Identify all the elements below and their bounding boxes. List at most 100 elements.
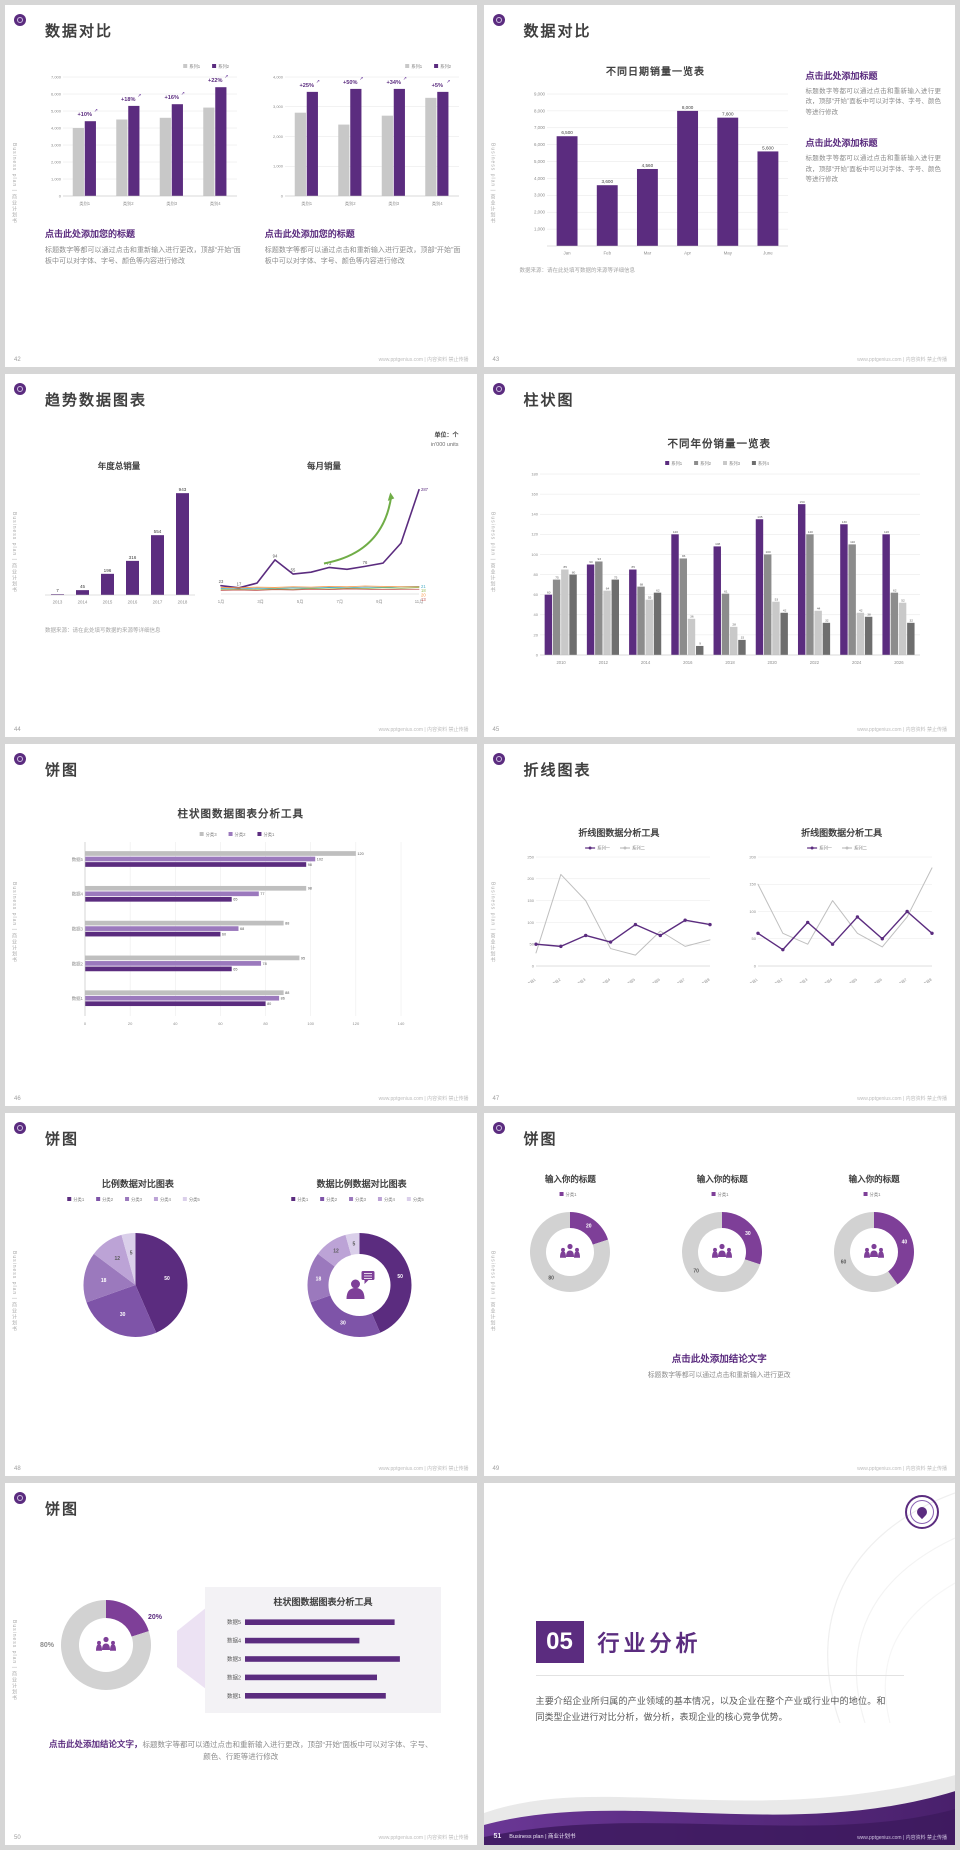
svg-text:100: 100 — [307, 1021, 314, 1026]
svg-text:150: 150 — [799, 500, 804, 504]
chart-block: 折线图数据分析工具 系列一 系列二 200 150 100 50 0 项目1 项目2 项目3 项目4… — [738, 826, 945, 983]
svg-text:+16%: +16% — [165, 95, 179, 101]
caption-block: 点击此处添加您的标题 标题数字等都可以通过点击和重新输入进行更改，顶部“开始”面… — [265, 227, 461, 267]
donut-chart: 20% 80% — [31, 1583, 181, 1703]
svg-text:项目1: 项目1 — [525, 977, 536, 983]
svg-text:80: 80 — [571, 571, 575, 575]
svg-text:2018: 2018 — [178, 600, 188, 605]
slide-45-column-chart[interactable]: Business plan | 商业计划书 柱状图 不同年份销量一览表 系列1 系… — [483, 374, 955, 737]
svg-text:52: 52 — [901, 599, 905, 603]
svg-text:80%: 80% — [40, 1642, 55, 1649]
svg-text:分类3: 分类3 — [355, 1196, 367, 1203]
svg-text:类别2: 类别2 — [123, 200, 134, 207]
svg-text:75: 75 — [613, 576, 617, 580]
svg-text:70: 70 — [694, 1269, 700, 1275]
grouped-bar-chart: 系列1 系列2 系列3 系列4 180 160 140 120 100 80 60 40 20 0 2010… — [514, 456, 924, 668]
slide-title: 趋势数据图表 — [45, 392, 148, 410]
svg-text:8,000: 8,000 — [681, 105, 693, 110]
caption-body: 标题数字等都可以通过点击和重新输入进行更改，顶部“开始”面板中可以对字体、字号、… — [264, 247, 461, 266]
svg-text:13: 13 — [421, 597, 426, 602]
svg-text:45: 45 — [80, 585, 86, 590]
svg-text:分类2: 分类2 — [326, 1196, 338, 1203]
donut-chart: 分类1 分类2 分类3 分类4 分类5 50 30 18 12 5 — [257, 1192, 462, 1364]
svg-text:数据4: 数据4 — [72, 890, 84, 897]
svg-text:0: 0 — [535, 653, 538, 658]
svg-text:62: 62 — [893, 589, 897, 593]
svg-text:数据2: 数据2 — [72, 960, 84, 967]
svg-text:分类1: 分类1 — [263, 831, 275, 838]
svg-text:5,600: 5,600 — [762, 145, 774, 150]
svg-text:项目6: 项目6 — [873, 977, 884, 983]
svg-text:88: 88 — [285, 991, 289, 995]
site-footer: www.pptgenius.com | 内容资料 禁止传播 — [378, 1096, 469, 1103]
svg-text:11月: 11月 — [415, 599, 424, 605]
site-footer: www.pptgenius.com | 内容资料 禁止传播 — [857, 1834, 947, 1841]
svg-text:2015: 2015 — [103, 600, 113, 605]
svg-text:9,000: 9,000 — [534, 91, 546, 96]
svg-text:100: 100 — [531, 552, 538, 557]
side-watermark: Business plan | 商业计划书 — [11, 1620, 17, 1702]
svg-text:135: 135 — [757, 515, 762, 519]
svg-text:Apr: Apr — [684, 251, 691, 256]
chart-title: 年度总销量 — [97, 461, 141, 472]
slide-47-line-charts[interactable]: Business plan | 商业计划书 折线图表 折线图数据分析工具 系列一… — [483, 743, 955, 1107]
svg-text:68: 68 — [240, 927, 244, 931]
caption-block: 点击此处添加标题 标题数字等都可以通过点击和重新输入进行更改，顶部“开始”面板中… — [806, 69, 942, 118]
svg-text:7,000: 7,000 — [534, 125, 546, 130]
svg-text:18: 18 — [101, 1278, 107, 1284]
svg-text:类别2: 类别2 — [345, 200, 356, 207]
slide-44-trend-charts[interactable]: Business plan | 商业计划书 趋势数据图表 单位：个 in'000… — [5, 374, 477, 737]
chart-title: 输入你的标题 — [848, 1174, 900, 1185]
horizontal-bar-chart: 分类3 分类2 分类1 0 20 40 60 80 100 120 140 数据5 120 102 98 数据… — [59, 828, 419, 1028]
svg-text:分类3: 分类3 — [131, 1196, 143, 1203]
bar-chart: 9,000 8,000 7,000 6,000 5,000 4,000 3,000 2,000… — [520, 82, 792, 258]
slide-title: 数据对比 — [523, 23, 592, 40]
svg-text:5,000: 5,000 — [534, 159, 546, 164]
svg-text:4,000: 4,000 — [534, 176, 546, 181]
slide-43-data-comparison[interactable]: Business plan | 商业计划书 数据对比 不同日期销量一览表 9,0… — [483, 5, 955, 368]
slide-49-donut-charts[interactable]: Business plan | 商业计划书 饼图 输入你的标题 分类1 20 80 … — [483, 1113, 955, 1476]
svg-text:250: 250 — [527, 854, 534, 859]
svg-text:分类1: 分类1 — [870, 1191, 882, 1198]
slide-50-donut-summary[interactable]: Business plan | 商业计划书 饼图 20% 80% 柱状图数据图表分… — [5, 1482, 477, 1845]
slide-title: 饼图 — [45, 761, 80, 779]
section-header: 05 行业分析 — [535, 1620, 904, 1676]
svg-text:7,600: 7,600 — [722, 112, 734, 117]
svg-text:50: 50 — [752, 936, 757, 941]
svg-text:98: 98 — [308, 886, 312, 890]
svg-text:21: 21 — [421, 584, 426, 589]
slide-46-hbar-chart[interactable]: Business plan | 商业计划书 饼图 柱状图数据图表分析工具 分类3… — [5, 743, 477, 1107]
svg-text:类别3: 类别3 — [388, 200, 399, 207]
svg-text:类别3: 类别3 — [166, 200, 177, 207]
svg-text:20%: 20% — [148, 1614, 163, 1621]
svg-text:项目2: 项目2 — [773, 977, 784, 983]
conclusion-block: 点击此处添加结论文字，标题数字等都可以通过点击和重新输入进行更改，顶部“开始”面… — [49, 1737, 433, 1764]
svg-text:系列3: 系列3 — [729, 460, 741, 467]
svg-text:62: 62 — [656, 589, 660, 593]
svg-text:120: 120 — [807, 530, 812, 534]
svg-text:140: 140 — [398, 1021, 405, 1026]
svg-text:40: 40 — [173, 1021, 178, 1026]
slide-48-pie-charts[interactable]: Business plan | 商业计划书 饼图 比例数据对比图表 分类1 分类2… — [5, 1113, 477, 1476]
svg-text:+25%: +25% — [300, 83, 314, 89]
svg-text:+5%: +5% — [432, 83, 443, 89]
slide-42-data-comparison[interactable]: Business plan | 商业计划书 数据对比 系列1 系列2 7,000 6,… — [5, 5, 477, 368]
svg-text:系列2: 系列2 — [700, 460, 712, 467]
site-footer: www.pptgenius.com | 内容资料 禁止传播 — [857, 1096, 947, 1103]
svg-text:554: 554 — [154, 530, 162, 535]
svg-text:类别1: 类别1 — [301, 200, 312, 207]
conclusion-body: 标题数字等都可以通过点击和重新输入进行更改，顶部“开始”面板中可以对字体、字号、… — [142, 1739, 433, 1761]
brand-logo-icon — [492, 752, 505, 765]
line-chart: 1月 3月 5月 7月 9月 11月 23 17 94 55 73 76 287 21 18 20 13 — [213, 475, 435, 607]
slide-51-section-cover[interactable]: 05 行业分析 主要介绍企业所归属的产业领域的基本情况，以及企业在整个产业或行业… — [483, 1482, 955, 1845]
svg-text:项目5: 项目5 — [848, 977, 859, 983]
svg-text:196: 196 — [104, 568, 112, 573]
svg-text:93: 93 — [597, 558, 601, 562]
site-footer: www.pptgenius.com | 内容资料 禁止传播 — [857, 726, 947, 733]
svg-text:分类2: 分类2 — [235, 831, 247, 838]
svg-text:2,000: 2,000 — [273, 134, 284, 139]
svg-text:分类5: 分类5 — [413, 1196, 425, 1203]
svg-text:0: 0 — [59, 193, 62, 198]
chart-title: 折线图数据分析工具 — [578, 827, 660, 838]
unit-note: 单位：个 in'000 units — [431, 432, 459, 449]
